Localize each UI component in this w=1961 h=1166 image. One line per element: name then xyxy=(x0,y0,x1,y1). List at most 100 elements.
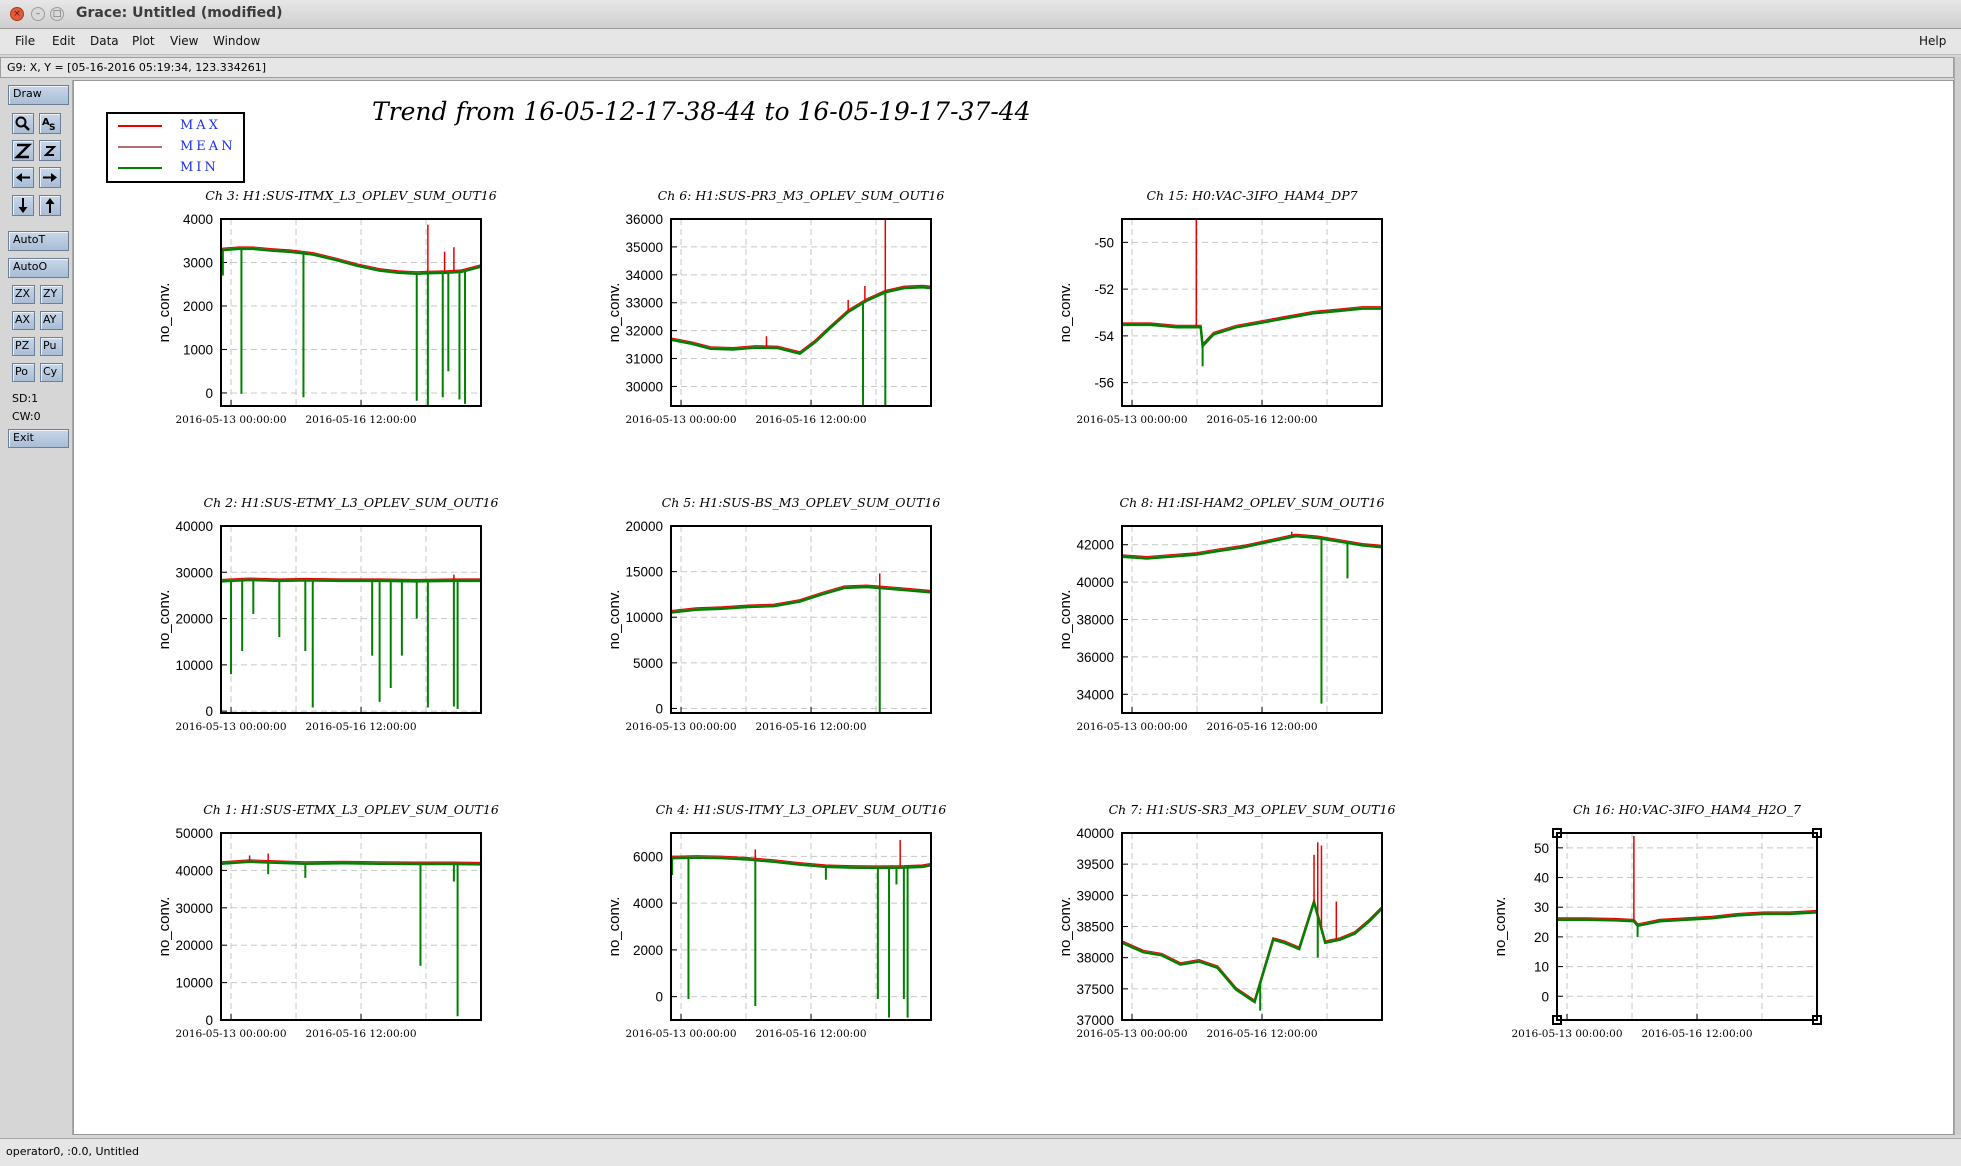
chart-1-ytick-label-0: 30000 xyxy=(625,379,663,394)
chart-3-ytick-label-0: 0 xyxy=(205,704,213,719)
chart-8-title: Ch 7: H1:SUS-SR3_M3_OPLEV_SUM_OUT16 xyxy=(1109,802,1396,817)
chart-7-xtick-label-1: 2016-05-16 12:00:00 xyxy=(756,1028,867,1040)
chart-7-ylabel: no_conv. xyxy=(606,897,623,957)
zoom-out-icon[interactable] xyxy=(39,140,61,161)
chart-1-title: Ch 6: H1:SUS-PR3_M3_OPLEV_SUM_OUT16 xyxy=(658,188,945,203)
chart-9-ytick-label-2: 20 xyxy=(1534,930,1549,945)
zx-button[interactable]: ZX xyxy=(12,285,35,304)
chart-8-frame xyxy=(1121,832,1383,1021)
chart-0-frame xyxy=(220,218,482,407)
draw-button[interactable]: Draw xyxy=(8,85,69,105)
chart-3-ytick-label-1: 10000 xyxy=(175,658,213,673)
chart-9-ytick-label-3: 30 xyxy=(1534,900,1549,915)
chart-8-ytick-label-6: 40000 xyxy=(1076,826,1114,841)
chart-4-frame xyxy=(670,525,932,714)
chart-4-title: Ch 5: H1:SUS-BS_M3_OPLEV_SUM_OUT16 xyxy=(662,495,941,510)
menu-plot[interactable]: Plot xyxy=(132,34,155,48)
chart-8-series-min xyxy=(1121,897,1383,1004)
chart-1-ytick-label-1: 31000 xyxy=(625,352,663,367)
chart-2-xtick-label-0: 2016-05-13 00:00:00 xyxy=(1077,414,1188,426)
chart-3-title: Ch 2: H1:SUS-ETMY_L3_OPLEV_SUM_OUT16 xyxy=(204,495,499,510)
chart-3-ytick-label-4: 40000 xyxy=(175,519,213,534)
zy-button[interactable]: ZY xyxy=(40,285,63,304)
chart-0-series-min xyxy=(220,247,482,275)
chart-1-ytick-label-6: 36000 xyxy=(625,212,663,227)
menu-edit[interactable]: Edit xyxy=(52,34,76,48)
chart-9-frame xyxy=(1556,832,1818,1021)
chart-2-ytick-label-1: -52 xyxy=(1094,282,1114,297)
chart-3-ylabel: no_conv. xyxy=(156,590,173,650)
chart-2-ytick-label-0: -50 xyxy=(1094,235,1114,250)
chart-1-ytick-label-5: 35000 xyxy=(625,240,663,255)
chart-3-xtick-label-1: 2016-05-16 12:00:00 xyxy=(306,721,417,733)
chart-1-series-mean xyxy=(670,285,932,354)
chart-8-ytick-label-2: 38000 xyxy=(1076,951,1114,966)
arrow-up-icon[interactable] xyxy=(39,195,61,216)
ax-button[interactable]: AX xyxy=(12,311,35,330)
chart-0-ytick-label-3: 3000 xyxy=(183,255,213,270)
chart-2-title: Ch 15: H0:VAC-3IFO_HAM4_DP7 xyxy=(1146,188,1357,203)
plots-svg: Ch 3: H1:SUS-ITMX_L3_OPLEV_SUM_OUT16 no_c… xyxy=(156,188,1822,1040)
arrow-right-icon[interactable] xyxy=(39,167,61,188)
exit-button[interactable]: Exit xyxy=(8,429,69,448)
magnifier-icon[interactable] xyxy=(12,113,34,134)
menu-help[interactable]: Help xyxy=(1919,34,1947,48)
autot-button[interactable]: AutoT xyxy=(8,231,69,251)
menu-data[interactable]: Data xyxy=(90,34,119,48)
menu-view[interactable]: View xyxy=(170,34,199,48)
po-button[interactable]: Po xyxy=(12,363,35,382)
chart-9-selection-handle-3 xyxy=(1812,1015,1822,1025)
legend-swatch-max xyxy=(118,125,162,127)
cw-label: CW:0 xyxy=(12,410,41,423)
window-close-icon[interactable]: × xyxy=(10,7,24,21)
zoom-in-icon[interactable] xyxy=(12,140,34,161)
sd-label: SD:1 xyxy=(12,392,39,405)
window-maximize-icon[interactable]: □ xyxy=(50,7,64,21)
chart-2-xtick-label-1: 2016-05-16 12:00:00 xyxy=(1207,414,1318,426)
chart-3-xtick-label-0: 2016-05-13 00:00:00 xyxy=(176,721,287,733)
chart-9-series-min xyxy=(1557,911,1818,928)
cy-button[interactable]: Cy xyxy=(40,363,63,382)
chart-0-title: Ch 3: H1:SUS-ITMX_L3_OPLEV_SUM_OUT16 xyxy=(205,188,496,203)
chart-5-xtick-label-1: 2016-05-16 12:00:00 xyxy=(1207,721,1318,733)
chart-9-title: Ch 16: H0:VAC-3IFO_HAM4_H2O_7 xyxy=(1573,802,1801,817)
chart-3-ytick-label-2: 20000 xyxy=(175,612,213,627)
chart-1-frame xyxy=(670,218,932,407)
pu-button[interactable]: Pu xyxy=(40,337,63,356)
arrow-left-icon[interactable] xyxy=(12,167,34,188)
chart-5-ytick-label-3: 40000 xyxy=(1076,575,1114,590)
chart-9-ytick-label-5: 50 xyxy=(1534,841,1549,856)
chart-8-series-mean xyxy=(1121,898,1383,1003)
chart-5-xtick-label-0: 2016-05-13 00:00:00 xyxy=(1077,721,1188,733)
chart-5-ytick-label-4: 42000 xyxy=(1076,538,1114,553)
chart-6-xtick-label-0: 2016-05-13 00:00:00 xyxy=(176,1028,287,1040)
chart-5-ylabel: no_conv. xyxy=(1057,590,1074,650)
chart-8-ytick-label-1: 37500 xyxy=(1076,982,1114,997)
title-bar: × – □ Grace: Untitled (modified) xyxy=(0,0,1961,29)
right-scrollbar[interactable] xyxy=(1954,57,1961,1135)
chart-1-ylabel: no_conv. xyxy=(606,283,623,343)
chart-2-series-min xyxy=(1122,307,1382,349)
menu-window[interactable]: Window xyxy=(213,34,261,48)
chart-1-xtick-label-0: 2016-05-13 00:00:00 xyxy=(626,414,737,426)
chart-6-ytick-label-2: 20000 xyxy=(175,938,213,953)
chart-1-ytick-label-3: 33000 xyxy=(625,296,663,311)
pz-button[interactable]: PZ xyxy=(12,337,35,356)
chart-9-ytick-label-4: 40 xyxy=(1534,871,1549,886)
chart-4-xtick-label-0: 2016-05-13 00:00:00 xyxy=(626,721,737,733)
chart-4-ytick-label-3: 15000 xyxy=(625,565,663,580)
chart-2-frame xyxy=(1121,218,1383,407)
menu-file[interactable]: File xyxy=(15,34,36,48)
autoo-button[interactable]: AutoO xyxy=(8,258,69,278)
chart-0-ylabel: no_conv. xyxy=(156,283,173,343)
chart-0-xtick-label-0: 2016-05-13 00:00:00 xyxy=(176,414,287,426)
legend-label-mean: MEAN xyxy=(180,139,236,154)
legend-label-min: MIN xyxy=(180,160,219,175)
chart-0-ytick-label-0: 0 xyxy=(205,386,213,401)
ay-button[interactable]: AY xyxy=(40,311,63,330)
arrow-down-icon[interactable] xyxy=(12,195,34,216)
chart-8-ytick-label-4: 39000 xyxy=(1076,888,1114,903)
plot-canvas[interactable]: Ch 3: H1:SUS-ITMX_L3_OPLEV_SUM_OUT16 no_c… xyxy=(73,80,1954,1135)
window-minimize-icon[interactable]: – xyxy=(31,7,45,21)
